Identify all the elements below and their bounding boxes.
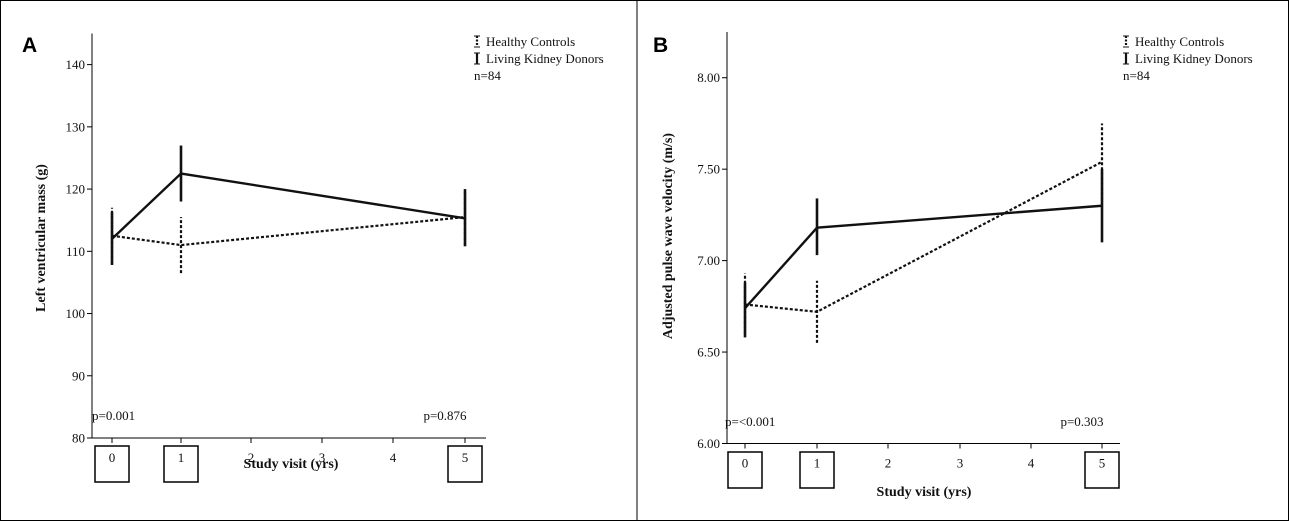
y-tick-label: 130 (66, 119, 86, 134)
p-value-annotation: p=0.303 (1060, 414, 1103, 429)
x-tick-box (447, 445, 483, 483)
p-value-annotation: p=<0.001 (725, 414, 775, 429)
y-tick-label: 8.00 (697, 70, 720, 85)
x-tick-label: 3 (957, 456, 964, 471)
x-tick-box (1084, 451, 1120, 489)
y-tick-label: 140 (66, 57, 86, 72)
x-tick-box (94, 445, 130, 483)
x-tick-label: 4 (390, 450, 397, 465)
y-axis-title: Adjusted pulse wave velocity (m/s) (661, 133, 676, 339)
x-tick-label: 4 (1028, 456, 1035, 471)
legend-entry: Living Kidney Donors (1135, 51, 1253, 66)
x-axis-title: Study visit (yrs) (244, 457, 339, 472)
panel-a: A 80 90 100 110 120 130 140 0 1 2 3 4 5 Study visit (y… (22, 33, 604, 483)
x-tick-label: 5 (462, 450, 469, 465)
y-tick-label: 6.50 (697, 345, 720, 360)
x-axis-title: Study visit (yrs) (877, 485, 972, 500)
y-tick-label: 7.50 (697, 162, 720, 177)
y-tick-label: 7.00 (697, 253, 720, 268)
panel-b: B 6.00 6.50 7.00 7.50 8.00 0 1 2 3 4 5 Study visit (… (653, 32, 1253, 500)
x-tick-box (727, 451, 763, 489)
x-tick-label: 0 (109, 450, 116, 465)
x-tick-label: 0 (742, 456, 749, 471)
y-tick-label: 80 (72, 431, 85, 446)
y-axis-title: Left ventricular mass (g) (34, 164, 49, 312)
panel-label: A (22, 34, 37, 57)
legend-note: n=84 (474, 68, 501, 83)
x-tick-box (163, 445, 199, 483)
x-tick-label: 2 (248, 450, 255, 465)
y-tick-label: 6.00 (697, 436, 720, 451)
legend-entry: Healthy Controls (1135, 34, 1224, 49)
x-tick-label: 3 (319, 450, 326, 465)
y-tick-label: 100 (66, 306, 86, 321)
x-tick-box (799, 451, 835, 489)
legend-note: n=84 (1123, 68, 1150, 83)
legend-entry: Living Kidney Donors (486, 51, 604, 66)
y-tick-label: 120 (66, 182, 86, 197)
y-tick-label: 110 (66, 244, 85, 259)
x-tick-label: 5 (1099, 456, 1106, 471)
x-tick-label: 2 (885, 456, 892, 471)
y-tick-label: 90 (72, 368, 85, 383)
x-tick-label: 1 (178, 450, 185, 465)
legend-entry: Healthy Controls (486, 34, 575, 49)
p-value-annotation: p=0.876 (423, 408, 467, 423)
x-tick-label: 1 (814, 456, 821, 471)
panel-label: B (653, 34, 668, 57)
p-value-annotation: p=0.001 (92, 408, 135, 423)
